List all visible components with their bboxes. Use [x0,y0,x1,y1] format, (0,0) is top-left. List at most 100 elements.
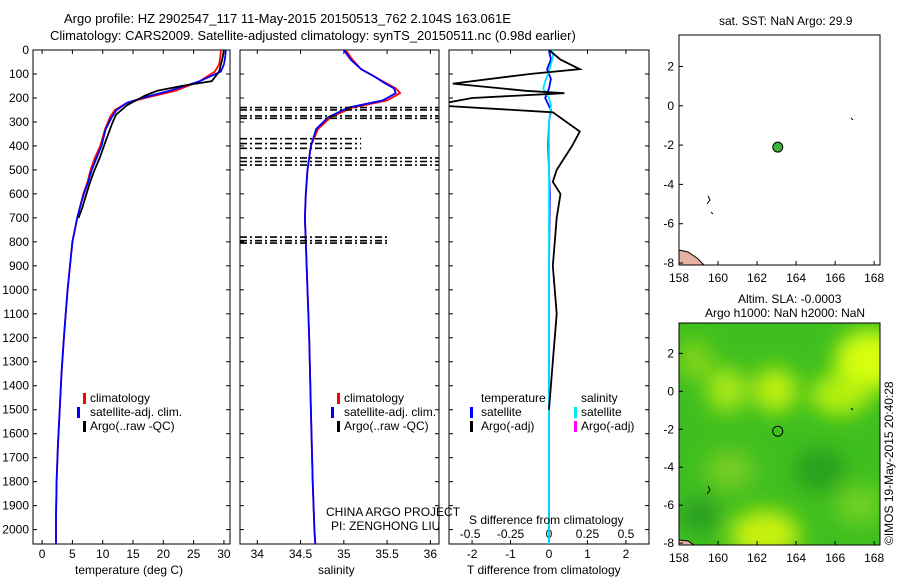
sst_map-ytick-label: 2 [667,59,674,73]
difference-top-tick-label: -0.25 [497,527,525,541]
temp-legend-marker-climatology [83,393,86,404]
temperature-xtick-label: 0 [39,547,46,561]
sla_map-ytick-label: -8 [663,536,674,550]
difference-series-s-satellite [542,50,554,544]
salinity-xlabel: salinity [318,563,355,577]
sla_map-ytick-label: -2 [663,422,674,436]
sst_map-ytick-label: 0 [667,99,674,113]
depth-tick-label: 800 [9,235,29,249]
sla_map-xtick-label: 168 [864,551,884,565]
sst_map-xtick-label: 168 [864,271,884,285]
difference-series-t-argo-adj- [449,50,584,410]
sst_map-xtick-label: 158 [669,271,689,285]
temperature-xtick-label: 15 [126,547,140,561]
sla_map-xtick-label: 160 [708,551,728,565]
sla-heatmap [679,323,880,545]
temperature-xlabel: temperature (deg C) [75,563,184,577]
temp-legend-marker-satellite [77,407,80,418]
diff-legend-header-temperature: temperature [481,391,546,405]
project-annotation-2: PI: ZENGHONG LIU [331,519,441,533]
depth-tick-label: 1800 [2,475,29,489]
diff-legend-s-satellite: satellite [581,405,622,419]
difference-top-tick-label: 0.5 [618,527,635,541]
diff-legend-t-satellite: satellite [481,405,522,419]
diff-legend-s-argo: Argo(-adj) [581,419,635,433]
sla-map-title: Altim. SLA: -0.0003 [738,292,842,306]
sst_map-ytick-label: -6 [663,217,674,231]
diff-legend-marker-t-satellite [470,407,473,418]
temp-legend-argo: Argo(..raw -QC) [90,419,175,433]
depth-tick-label: 500 [9,163,29,177]
temperature-xtick-label: 30 [217,547,231,561]
sst_map-xtick-label: 160 [708,271,728,285]
diff-legend-marker-t-argo [470,421,473,432]
salinity-xtick-label: 34 [251,547,265,561]
salinity-series-satellite-adj-clim- [303,50,397,544]
temperature-series-satellite-adj-clim- [55,50,227,544]
difference-xtick-label: -1 [505,547,516,561]
sal-legend-marker-satellite [331,407,334,418]
diff-legend-marker-s-satellite [574,407,577,418]
sst_map-ytick-label: -4 [663,177,674,191]
sla-map-frame [678,322,881,546]
sal-legend-marker-climatology [337,393,340,404]
depth-tick-label: 1400 [2,379,29,393]
sst_map-xtick-label: 166 [825,271,845,285]
depth-tick-label: 0 [22,43,29,57]
sla_map-ytick-label: 2 [667,346,674,360]
sla-map-subtitle: Argo h1000: NaN h2000: NaN [705,306,866,320]
temperature-xtick-label: 10 [96,547,110,561]
sla_map-ytick-label: -4 [663,460,674,474]
depth-tick-label: 200 [9,91,29,105]
depth-tick-label: 1600 [2,427,29,441]
sla_map-xtick-label: 158 [669,551,689,565]
sla_map-xtick-label: 162 [747,551,767,565]
temperature-xtick-label: 5 [69,547,76,561]
sst_map-ytick-label: -8 [663,256,674,270]
salinity-xtick-label: 36 [424,547,438,561]
difference-top-tick-label: -0.5 [460,527,481,541]
salinity-series-climatology [303,50,402,544]
temperature-series-argo-raw-qc- [77,50,225,219]
difference-xtick-label: 1 [584,547,591,561]
depth-tick-label: 400 [9,139,29,153]
sal-legend-marker-argo [337,421,340,432]
imos-footer: ©IMOS 19-May-2015 20:40:28 [882,381,896,545]
difference-xtick-label: -2 [467,547,478,561]
depth-tick-label: 600 [9,187,29,201]
depth-tick-label: 1700 [2,451,29,465]
depth-tick-label: 2000 [2,523,29,537]
sla_map-ytick-label: -6 [663,498,674,512]
salinity-panel-frame [239,49,440,545]
salinity-xtick-label: 35.5 [375,547,399,561]
sla_map-float-marker [772,425,784,437]
depth-tick-label: 1300 [2,355,29,369]
temp-legend-satellite: satellite-adj. clim. [90,405,183,419]
diff-legend-header-salinity: salinity [581,391,618,405]
project-annotation-1: CHINA ARGO PROJECT [326,505,461,519]
diff-legend-t-argo: Argo(-adj) [481,419,535,433]
sst_map-xtick-label: 162 [747,271,767,285]
difference-xlabel: T difference from climatology [467,563,621,577]
depth-tick-label: 1500 [2,403,29,417]
sst_map-xtick-label: 164 [786,271,806,285]
depth-tick-label: 900 [9,259,29,273]
temperature-series-climatology [55,50,222,544]
depth-tick-label: 1900 [2,499,29,513]
temp-legend-marker-argo [83,421,86,432]
temperature-panel-frame [32,49,231,545]
sla_map-xtick-label: 164 [786,551,806,565]
title-line-2: Climatology: CARS2009. Satellite-adjuste… [50,28,576,43]
difference-top-label: S difference from climatology [469,513,624,527]
salinity-xtick-label: 35 [337,547,351,561]
temperature-xtick-label: 20 [157,547,171,561]
sla_map-ytick-label: 0 [667,384,674,398]
difference-top-tick-label: 0.25 [576,527,600,541]
title-line-1: Argo profile: HZ 2902547_117 11-May-2015… [64,11,511,26]
sal-legend-climatology: climatology [344,391,405,405]
sal-legend-argo: Argo(..raw -QC) [344,419,429,433]
depth-tick-label: 300 [9,115,29,129]
temp-legend-climatology: climatology [90,391,151,405]
depth-tick-label: 700 [9,211,29,225]
